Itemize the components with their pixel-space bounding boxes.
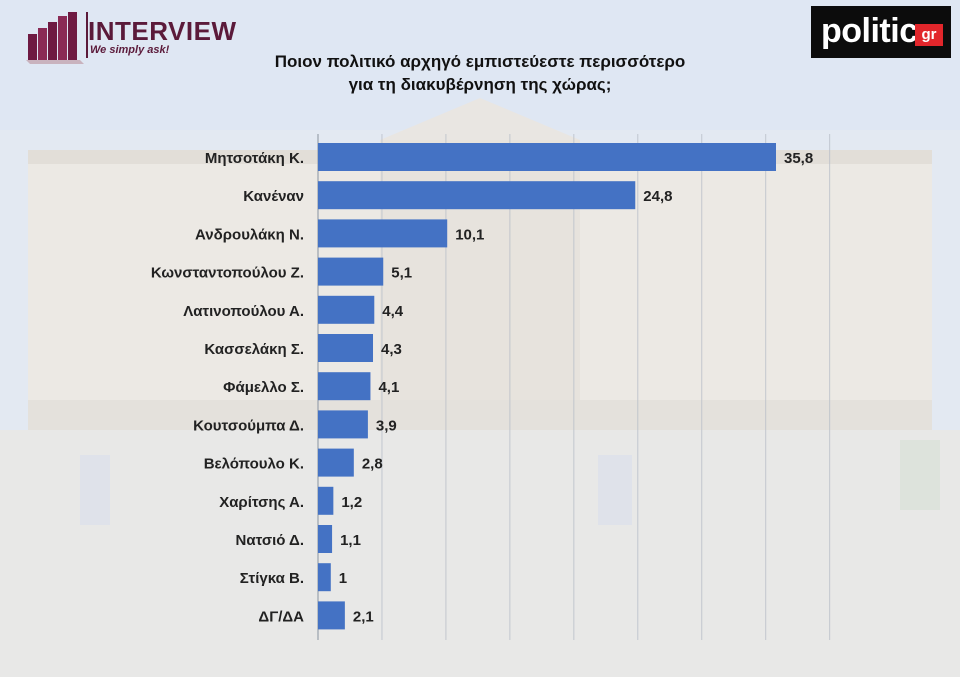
interview-logo-tagline: We simply ask! (90, 44, 170, 56)
category-label: Κωνσταντοπούλου Ζ. (151, 265, 304, 282)
politic-logo-name: politic (821, 12, 918, 50)
interview-logo (26, 12, 246, 64)
bar (318, 486, 334, 515)
value-label: 1 (339, 570, 347, 587)
value-label: 4,3 (381, 341, 402, 358)
value-label: 2,8 (362, 456, 383, 473)
category-label: Μητσοτάκη Κ. (205, 150, 304, 167)
value-label: 10,1 (455, 226, 484, 243)
value-label: 5,1 (391, 265, 412, 282)
value-label: 4,4 (382, 303, 404, 320)
bars-logo-icon (26, 12, 84, 64)
category-label: Ανδρουλάκη Ν. (195, 226, 304, 243)
politic-logo: politic gr (811, 6, 951, 58)
category-label: Βελόπουλο Κ. (204, 456, 304, 473)
chart-title-line-1: Ποιον πολιτικό αρχηγό εμπιστεύεστε περισ… (274, 52, 686, 71)
value-label: 4,1 (378, 379, 399, 396)
value-label: 3,9 (376, 417, 397, 434)
value-label: 1,2 (341, 494, 362, 511)
bar (318, 601, 345, 630)
value-label: 35,8 (784, 150, 813, 167)
bar (318, 410, 368, 439)
logo-divider (86, 12, 88, 58)
bar (318, 295, 375, 324)
chart-title: Ποιον πολιτικό αρχηγό εμπιστεύεστε περισ… (180, 50, 780, 96)
bar (318, 563, 331, 592)
chart-title-line-2: για τη διακυβέρνηση της χώρας; (348, 75, 612, 94)
category-label: Κασσελάκη Σ. (204, 341, 304, 358)
value-label: 24,8 (643, 188, 672, 205)
category-label: Στίγκα Β. (240, 570, 304, 587)
bar (318, 181, 636, 210)
bar (318, 257, 384, 286)
bar (318, 525, 333, 553)
bar (318, 448, 354, 477)
interview-logo-name: INTERVIEW (88, 16, 237, 46)
value-label: 2,1 (353, 608, 374, 625)
category-label: Κανέναν (243, 188, 304, 205)
bar (318, 143, 776, 171)
bar (318, 334, 374, 362)
gridlines (317, 134, 831, 640)
category-label: Χαρίτσης Α. (219, 494, 304, 511)
value-label: 1,1 (340, 532, 361, 549)
category-label: ΔΓ/ΔΑ (258, 608, 304, 625)
category-label: Λατινοπούλου Α. (183, 303, 304, 320)
bar (318, 219, 448, 248)
bar (318, 372, 371, 401)
category-label: Κουτσούμπα Δ. (193, 417, 304, 434)
politic-logo-badge: gr (915, 24, 943, 46)
category-label: Νατσιό Δ. (236, 532, 304, 549)
category-label: Φάμελλο Σ. (223, 379, 304, 396)
